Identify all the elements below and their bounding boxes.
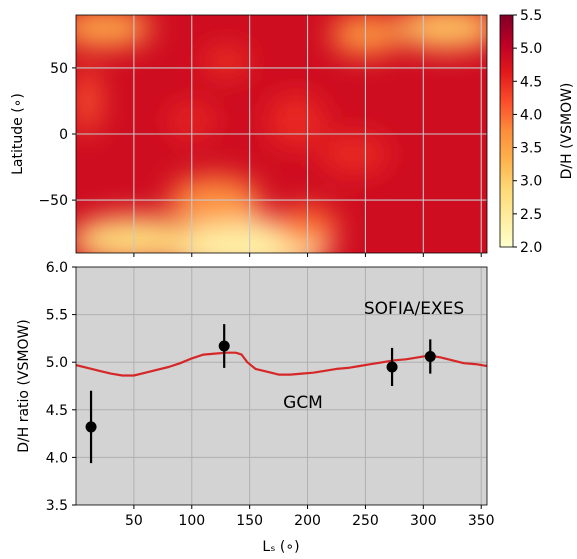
line-panel-x-axis-label: Lₛ (∘) — [262, 539, 299, 555]
heatmap-field-region — [76, 215, 198, 253]
colorbar-tick-label: 3.0 — [520, 174, 542, 190]
line-panel-x-tick-label: 300 — [410, 513, 437, 529]
line-panel-x-ticks: 50 100 150 200 250 300 350 — [125, 505, 495, 529]
colorbar-tick-label: 5.0 — [520, 41, 542, 57]
sofia-exes-label: SOFIA/EXES — [364, 299, 464, 319]
heatmap-panel: 50 0 −50 Latitude (∘) — [10, 14, 488, 257]
gcm-label: GCM — [283, 393, 323, 413]
heatmap-y-tick-label: −50 — [38, 193, 68, 209]
heatmap-field-region — [394, 15, 487, 50]
heatmap-field-region — [267, 94, 325, 148]
line-panel-y-tick-label: 3.5 — [46, 498, 68, 514]
colorbar-tick-label: 4.5 — [520, 74, 542, 90]
colorbar-scale — [499, 14, 514, 248]
heatmap-y-ticks: 50 0 −50 — [38, 61, 76, 209]
line-panel-x-tick-label: 100 — [178, 513, 205, 529]
colorbar-label: D/H (VSMOW) — [559, 83, 575, 180]
line-panel-x-tick-label: 250 — [352, 513, 379, 529]
line-panel-y-tick-label: 4.5 — [46, 403, 68, 419]
line-panel-grid — [76, 267, 487, 505]
sofia-exes-point — [218, 340, 230, 352]
heatmap-field-region — [319, 134, 389, 174]
line-panel-y-tick-label: 4.0 — [46, 450, 68, 466]
line-panel-x-tick-label: 50 — [125, 513, 143, 529]
sofia-exes-point — [85, 421, 97, 433]
colorbar-tick-label: 5.5 — [520, 8, 542, 24]
gcm-line — [76, 351, 487, 377]
heatmap-field-region — [76, 15, 152, 47]
heatmap-x-ticks — [133, 253, 482, 257]
heatmap-grid — [76, 15, 487, 253]
line-panel-background — [76, 267, 487, 505]
line-panel-frame — [75, 266, 488, 506]
line-panel-y-tick-label: 5.0 — [46, 355, 68, 371]
heatmap-field-region — [203, 48, 250, 75]
line-panel-x-tick-label: 200 — [294, 513, 321, 529]
line-panel-series — [76, 324, 487, 464]
line-panel-x-tick-label: 150 — [236, 513, 263, 529]
sofia-exes-point — [386, 361, 398, 373]
line-panel-y-tick-label: 6.0 — [46, 260, 68, 276]
line-panel-y-ticks: 3.5 4.0 4.5 5.0 5.5 6.0 — [46, 260, 76, 514]
line-panel-y-tick-label: 5.5 — [46, 308, 68, 324]
heatmap-y-tick-label: 0 — [59, 127, 68, 143]
colorbar-tick-label: 4.0 — [520, 107, 542, 123]
sofia-exes-point — [424, 350, 436, 362]
colorbar-tick-label: 2.0 — [520, 240, 542, 256]
colorbar: 5.5 5.0 4.5 4.0 3.5 3.0 2.5 2.0 D/H (VSMOW) — [499, 8, 575, 256]
heatmap-field-region — [76, 67, 100, 134]
colorbar-ticks: 5.5 5.0 4.5 4.0 3.5 3.0 2.5 2.0 — [513, 8, 542, 256]
colorbar-tick-label: 3.5 — [520, 141, 542, 157]
heatmap-y-tick-label: 50 — [50, 61, 68, 77]
line-panel-x-tick-label: 350 — [468, 513, 495, 529]
colorbar-tick-label: 2.5 — [520, 207, 542, 223]
line-panel: 3.54.04.55.05.56.0 50 100 150 200 250 300 350 … — [16, 260, 495, 555]
line-panel-y-axis-label: D/H ratio (VSMOW) — [16, 319, 32, 453]
heatmap-y-axis-label: Latitude (∘) — [10, 93, 26, 175]
